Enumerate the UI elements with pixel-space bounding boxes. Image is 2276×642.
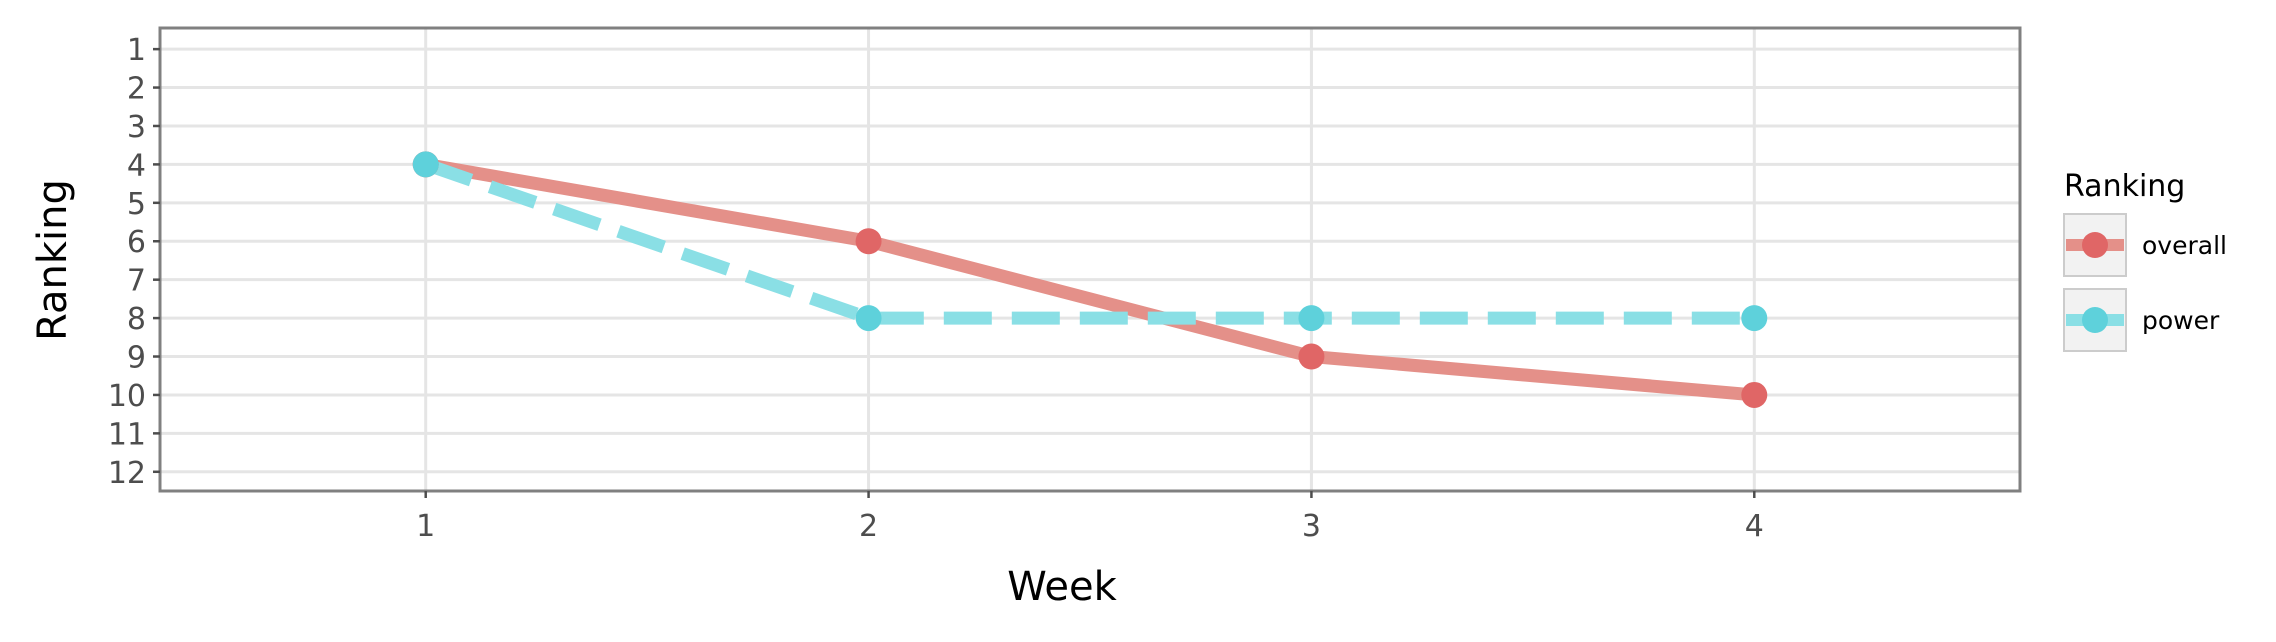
series [412, 151, 1768, 408]
y-tick-label: 8 [127, 302, 146, 337]
legend-key-point [2082, 232, 2108, 258]
x-tick-label: 1 [416, 509, 435, 544]
plot-panel [160, 28, 2020, 491]
y-tick-label: 6 [127, 225, 146, 260]
data-point-overall [1741, 381, 1768, 408]
y-tick-label: 2 [127, 72, 146, 107]
data-point-power [1741, 305, 1768, 332]
plot-border [158, 26, 2022, 493]
x-tick-label: 4 [1745, 509, 1764, 544]
x-tick-label: 3 [1302, 509, 1321, 544]
y-tick-label: 10 [108, 379, 146, 414]
legend-label-overall: overall [2142, 231, 2227, 260]
y-tick-label: 7 [127, 264, 146, 299]
legend-key-point [2082, 307, 2108, 333]
legend-title: Ranking [2064, 169, 2185, 204]
data-point-overall [855, 228, 882, 255]
y-tick-label: 3 [127, 110, 146, 145]
y-tick-label: 5 [127, 187, 146, 222]
data-point-overall [1298, 343, 1325, 370]
legend-label-power: power [2142, 306, 2220, 335]
series-line-power [423, 158, 1755, 325]
series-line-overall [424, 157, 1755, 402]
y-axis-title: Ranking [30, 179, 76, 341]
data-point-power [412, 151, 439, 178]
y-tick-label: 11 [108, 417, 146, 452]
data-point-power [1298, 305, 1325, 332]
y-tick-label: 1 [127, 33, 146, 68]
x-tick-label: 2 [859, 509, 878, 544]
y-tick-label: 12 [108, 456, 146, 491]
legend: Ranking overall power [2063, 169, 2227, 352]
y-tick-label: 4 [127, 148, 146, 183]
y-tick-label: 9 [127, 341, 146, 376]
x-axis-title: Week [1007, 564, 1117, 610]
data-point-power [855, 305, 882, 332]
